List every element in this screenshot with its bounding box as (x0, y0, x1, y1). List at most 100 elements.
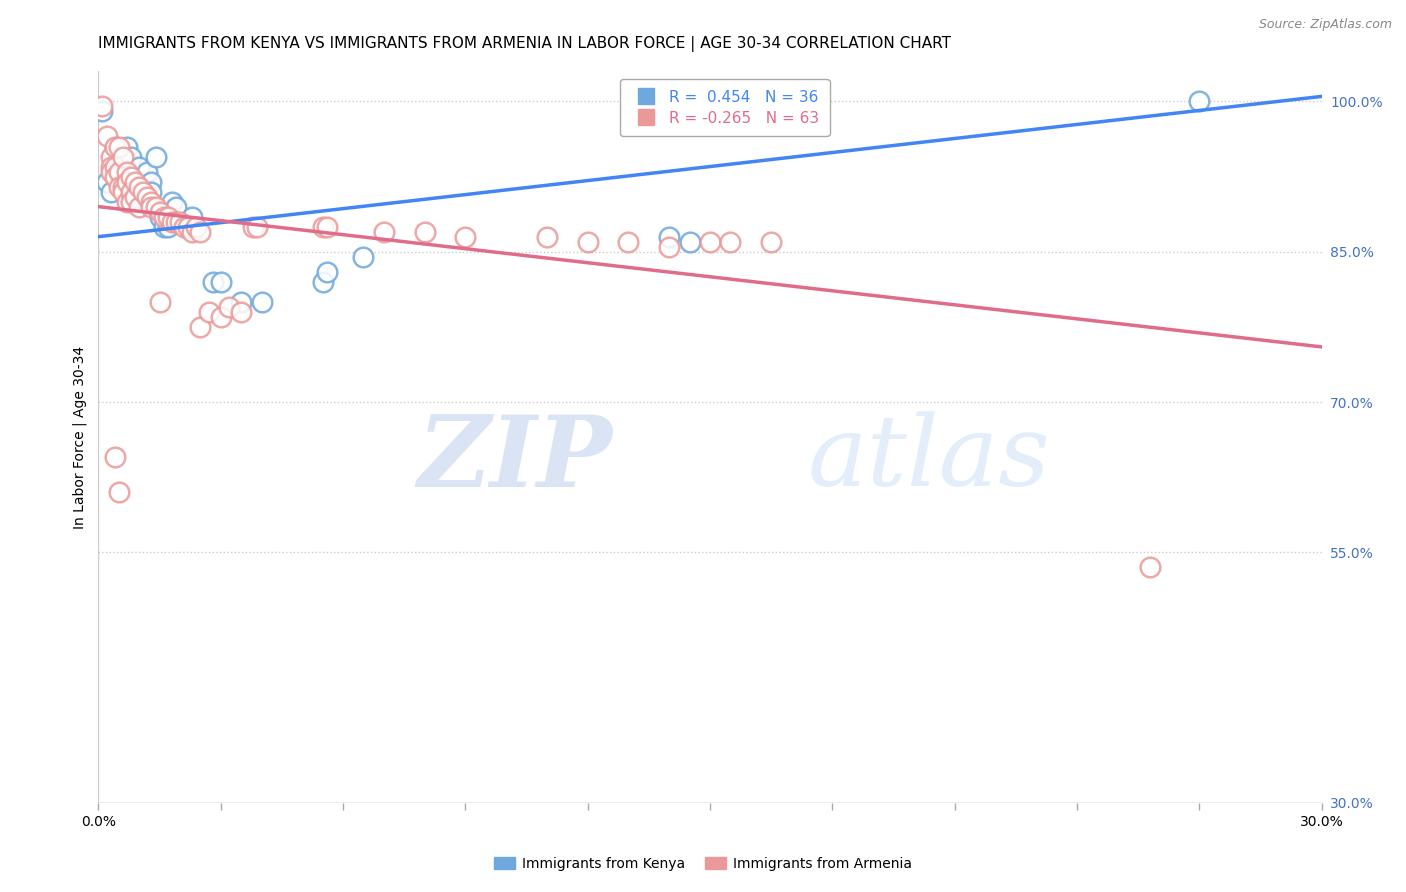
Point (115, 164, 138, 178)
Point (132, 189, 155, 203)
Point (136, 189, 159, 203)
Point (160, 214, 183, 228)
Legend: Immigrants from Kenya, Immigrants from Armenia: Immigrants from Kenya, Immigrants from A… (488, 851, 918, 876)
Point (173, 219, 195, 234)
Text: ZIP: ZIP (418, 411, 612, 508)
Point (231, 305, 253, 319)
Point (165, 214, 187, 228)
Point (128, 185, 150, 199)
Point (96, 129, 118, 144)
Point (209, 275, 232, 289)
Point (145, 200, 167, 214)
Point (201, 275, 224, 289)
Point (156, 219, 179, 234)
Point (115, 194, 138, 209)
Point (209, 310, 232, 324)
Point (658, 229, 681, 244)
Point (108, 154, 131, 169)
Point (373, 225, 395, 239)
Point (250, 294, 273, 309)
Point (120, 185, 142, 199)
Point (104, 139, 127, 153)
Point (111, 179, 134, 194)
Point (120, 149, 142, 163)
Point (312, 219, 335, 234)
Point (149, 294, 172, 309)
Point (115, 175, 138, 189)
Point (218, 300, 240, 314)
Point (315, 219, 337, 234)
Point (141, 200, 163, 214)
Point (160, 194, 183, 209)
Point (242, 219, 264, 234)
Point (152, 219, 174, 234)
Point (188, 225, 212, 239)
Point (177, 219, 200, 234)
Point (128, 179, 150, 194)
Point (315, 265, 337, 279)
Point (108, 485, 131, 500)
Point (352, 250, 374, 264)
Point (197, 305, 219, 319)
Point (108, 139, 131, 153)
Point (1188, 95, 1211, 109)
Point (536, 229, 558, 244)
Point (181, 210, 204, 224)
Point (149, 210, 172, 224)
Point (152, 210, 174, 224)
Point (231, 294, 253, 309)
Point (165, 200, 187, 214)
Legend: R =  0.454   N = 36, R = -0.265   N = 63: R = 0.454 N = 36, R = -0.265 N = 63 (620, 79, 830, 136)
Point (720, 235, 742, 249)
Point (658, 240, 681, 254)
Point (149, 204, 172, 219)
Point (120, 185, 142, 199)
Point (91, 104, 114, 119)
Point (108, 179, 131, 194)
Point (111, 149, 134, 163)
Point (169, 214, 191, 228)
Point (454, 229, 477, 244)
Text: atlas: atlas (808, 411, 1050, 507)
Point (124, 175, 146, 189)
Point (100, 185, 122, 199)
Point (115, 175, 138, 189)
Y-axis label: In Labor Force | Age 30-34: In Labor Force | Age 30-34 (73, 345, 87, 529)
Point (188, 319, 212, 334)
Point (177, 219, 200, 234)
Point (156, 210, 179, 224)
Point (115, 139, 138, 153)
Point (120, 169, 142, 184)
Point (108, 164, 131, 178)
Point (111, 179, 134, 194)
Point (108, 164, 131, 178)
Point (617, 235, 640, 249)
Point (136, 164, 159, 178)
Point (186, 219, 208, 234)
Point (699, 235, 721, 249)
Point (246, 219, 269, 234)
Point (100, 149, 122, 163)
Point (145, 149, 167, 163)
Point (761, 235, 783, 249)
Point (141, 185, 163, 199)
Point (104, 160, 127, 174)
Point (128, 200, 150, 214)
Point (104, 139, 127, 153)
Point (141, 194, 163, 209)
Point (100, 160, 122, 174)
Text: Source: ZipAtlas.com: Source: ZipAtlas.com (1258, 18, 1392, 31)
Point (181, 225, 204, 239)
Point (576, 235, 599, 249)
Point (104, 169, 127, 184)
Point (679, 235, 702, 249)
Point (413, 225, 436, 239)
Point (120, 194, 142, 209)
Text: IMMIGRANTS FROM KENYA VS IMMIGRANTS FROM ARMENIA IN LABOR FORCE | AGE 30-34 CORR: IMMIGRANTS FROM KENYA VS IMMIGRANTS FROM… (98, 36, 952, 52)
Point (124, 189, 146, 203)
Point (124, 185, 146, 199)
Point (128, 160, 150, 174)
Point (132, 185, 155, 199)
Point (111, 185, 134, 199)
Point (1139, 560, 1161, 574)
